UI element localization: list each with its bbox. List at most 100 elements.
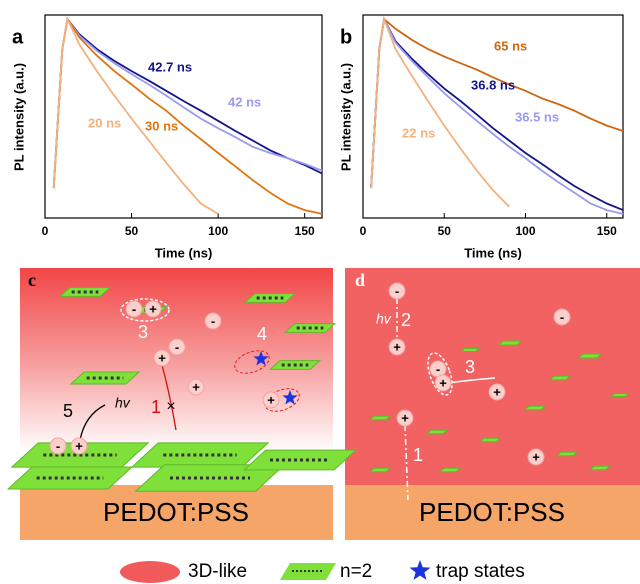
n2-flake xyxy=(438,467,462,473)
charge-carrier xyxy=(204,312,222,330)
charge-carrier xyxy=(153,349,171,367)
exciton-ellipse xyxy=(120,298,170,322)
panel-label: c xyxy=(28,270,36,290)
n2-flake xyxy=(368,467,392,473)
charge-carrier xyxy=(168,338,186,356)
drift-path xyxy=(404,424,409,501)
x-tick-label: 150 xyxy=(597,224,617,238)
n2-flake xyxy=(134,464,286,492)
decay-curve xyxy=(52,16,323,215)
decay-curve xyxy=(370,16,624,215)
charge-carrier xyxy=(144,300,162,318)
charge-sign: + xyxy=(267,392,275,407)
process-step: 1 xyxy=(413,445,423,465)
trap-ellipse xyxy=(234,350,270,374)
x-tick-label: 150 xyxy=(295,224,315,238)
x-axis-label: Time (ns) xyxy=(155,245,213,260)
series-label: 65 ns xyxy=(494,38,527,53)
x-tick-label: 50 xyxy=(125,224,139,238)
charge-sign: + xyxy=(401,410,409,425)
substrate xyxy=(20,485,333,540)
charge-carrier xyxy=(434,374,452,392)
y-axis-label: PL intensity (a.u.) xyxy=(338,63,353,171)
n2-flake xyxy=(555,451,579,457)
substrate-label: PEDOT:PSS xyxy=(419,497,565,527)
charge-sign: + xyxy=(158,350,166,365)
process-step: 5 xyxy=(63,401,73,421)
plot-frame xyxy=(362,14,624,219)
series-label: 30 ns xyxy=(145,118,178,133)
y-axis-label: PL intensity (a.u.) xyxy=(11,63,26,171)
charge-sign: - xyxy=(436,361,440,376)
trap-ellipse xyxy=(264,388,300,412)
plot-frame xyxy=(44,14,323,219)
charge-sign: + xyxy=(493,384,501,399)
blocked-mark: × xyxy=(166,398,175,415)
photon-label: hv xyxy=(115,395,131,411)
series-label: 42.7 ns xyxy=(148,59,192,74)
n2-flake xyxy=(577,353,603,359)
charge-carrier xyxy=(125,300,143,318)
series-label: 20 ns xyxy=(88,115,121,130)
substrate-label: PEDOT:PSS xyxy=(103,497,249,527)
trap-state xyxy=(253,351,269,366)
n2-flake xyxy=(523,405,547,411)
charge-carrier xyxy=(396,409,414,427)
series-label: 36.5 ns xyxy=(515,109,559,124)
legend-3d-icon xyxy=(120,561,180,583)
x-axis-label: Time (ns) xyxy=(464,245,522,260)
charge-carrier xyxy=(262,391,280,409)
charge-sign: + xyxy=(439,375,447,390)
transfer-arrow xyxy=(447,377,496,384)
charge-carrier xyxy=(49,437,67,455)
legend-label: n=2 xyxy=(340,561,372,582)
decay-curve xyxy=(370,17,624,189)
photon-label: hv xyxy=(376,311,392,327)
charge-sign: + xyxy=(192,379,200,394)
x-tick-label: 100 xyxy=(515,224,535,238)
process-step: 1 xyxy=(151,397,161,417)
process-step: 4 xyxy=(257,324,267,344)
n2-flake xyxy=(425,429,449,435)
process-step: 3 xyxy=(138,322,148,342)
charge-sign: - xyxy=(56,438,60,453)
x-tick-label: 100 xyxy=(208,224,228,238)
panel-label: d xyxy=(355,270,365,290)
process-step: 2 xyxy=(401,310,411,330)
charge-sign: - xyxy=(132,301,136,316)
process-step: 3 xyxy=(465,357,475,377)
charge-sign: - xyxy=(175,339,179,354)
charge-carrier xyxy=(187,378,205,396)
n2-flake xyxy=(548,375,572,381)
charge-sign: + xyxy=(532,449,540,464)
panel-label: b xyxy=(340,26,352,48)
charge-sign: + xyxy=(393,339,401,354)
legend-label: 3D-like xyxy=(188,561,247,582)
n2-flake xyxy=(368,415,392,421)
charge-carrier xyxy=(388,282,406,300)
n2-flake xyxy=(610,392,630,398)
charge-carrier xyxy=(388,338,406,356)
legend-label: trap states xyxy=(436,561,525,582)
n2-flake xyxy=(6,466,134,490)
charge-sign: + xyxy=(75,438,83,453)
charge-sign: - xyxy=(211,313,215,328)
charge-sign: + xyxy=(149,301,157,316)
perovskite-film xyxy=(345,268,640,485)
emission-arrow xyxy=(79,404,106,441)
panel-label: a xyxy=(12,26,24,48)
x-tick-label: 0 xyxy=(360,224,367,238)
transfer-arrow xyxy=(161,364,177,431)
x-tick-label: 0 xyxy=(42,224,49,238)
decay-curve xyxy=(52,16,323,189)
substrate xyxy=(345,485,640,540)
legend-trap-icon xyxy=(409,560,431,580)
decay-curve xyxy=(52,16,219,215)
n2-flake xyxy=(460,347,480,353)
n2-flake xyxy=(497,340,523,346)
charge-carrier xyxy=(488,383,506,401)
decay-curve xyxy=(370,15,510,208)
charge-carrier xyxy=(553,308,571,326)
